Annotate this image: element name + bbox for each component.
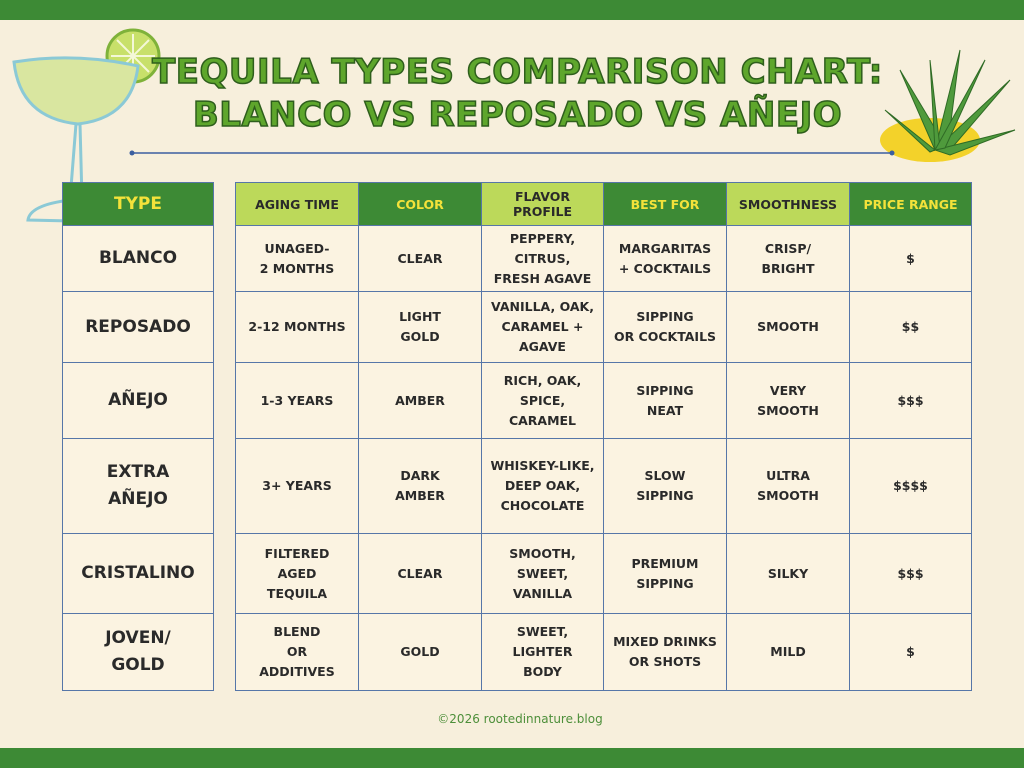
column-header: FLAVOR PROFILE — [481, 182, 604, 226]
table-cell: MIXED DRINKS OR SHOTS — [603, 613, 727, 691]
type-cell: EXTRA AÑEJO — [62, 438, 214, 534]
table-cell: SIPPING OR COCKTAILS — [603, 291, 727, 363]
table-cell: GOLD — [358, 613, 482, 691]
table-cell: PREMIUM SIPPING — [603, 533, 727, 614]
table-cell: CRISP/ BRIGHT — [726, 225, 850, 292]
table-cell: SMOOTH, SWEET, VANILLA — [481, 533, 604, 614]
table-cell: AMBER — [358, 362, 482, 439]
table-cell: RICH, OAK, SPICE, CARAMEL — [481, 362, 604, 439]
column-header: BEST FOR — [603, 182, 727, 226]
table-cell: CLEAR — [358, 533, 482, 614]
column-header: COLOR — [358, 182, 482, 226]
table-cell: $$$ — [849, 533, 972, 614]
bottom-bar — [0, 748, 1024, 768]
column-header: PRICE RANGE — [849, 182, 972, 226]
table-cell: SMOOTH — [726, 291, 850, 363]
table-cell: $$$$ — [849, 438, 972, 534]
table-cell: PEPPERY, CITRUS, FRESH AGAVE — [481, 225, 604, 292]
table-cell: $ — [849, 225, 972, 292]
table-cell: LIGHT GOLD — [358, 291, 482, 363]
column-header: AGING TIME — [235, 182, 359, 226]
title-line: BLANCO VS REPOSADO VS AÑEJO — [192, 94, 843, 136]
table-cell: 3+ YEARS — [235, 438, 359, 534]
table-cell: SLOW SIPPING — [603, 438, 727, 534]
table-cell: 1-3 YEARS — [235, 362, 359, 439]
table-cell: 2-12 MONTHS — [235, 291, 359, 363]
type-cell: REPOSADO — [62, 291, 214, 363]
credit: ©2026 rootedinnature.blog — [437, 712, 603, 726]
type-cell: BLANCO — [62, 225, 214, 292]
table-cell: FILTERED AGED TEQUILA — [235, 533, 359, 614]
table-cell: SIPPING NEAT — [603, 362, 727, 439]
column-header: TYPE — [62, 182, 214, 226]
table-cell: MILD — [726, 613, 850, 691]
table-cell: UNAGED- 2 MONTHS — [235, 225, 359, 292]
type-cell: CRISTALINO — [62, 533, 214, 614]
column-header: SMOOTHNESS — [726, 182, 850, 226]
table-cell: $$ — [849, 291, 972, 363]
table-cell: CLEAR — [358, 225, 482, 292]
table-cell: $$$ — [849, 362, 972, 439]
table-cell: WHISKEY-LIKE, DEEP OAK, CHOCOLATE — [481, 438, 604, 534]
table-cell: BLEND OR ADDITIVES — [235, 613, 359, 691]
type-cell: JOVEN/ GOLD — [62, 613, 214, 691]
table-cell: MARGARITAS + COCKTAILS — [603, 225, 727, 292]
table-cell: SILKY — [726, 533, 850, 614]
top-bar — [0, 0, 1024, 20]
table-cell: ULTRA SMOOTH — [726, 438, 850, 534]
decorations — [12, 28, 1016, 224]
table-cell: $ — [849, 613, 972, 691]
title-line: TEQUILA TYPES COMPARISON CHART: — [151, 51, 883, 93]
table-cell: SWEET, LIGHTER BODY — [481, 613, 604, 691]
table-cell: DARK AMBER — [358, 438, 482, 534]
type-cell: AÑEJO — [62, 362, 214, 439]
table-cell: VERY SMOOTH — [726, 362, 850, 439]
table-cell: VANILLA, OAK, CARAMEL + AGAVE — [481, 291, 604, 363]
